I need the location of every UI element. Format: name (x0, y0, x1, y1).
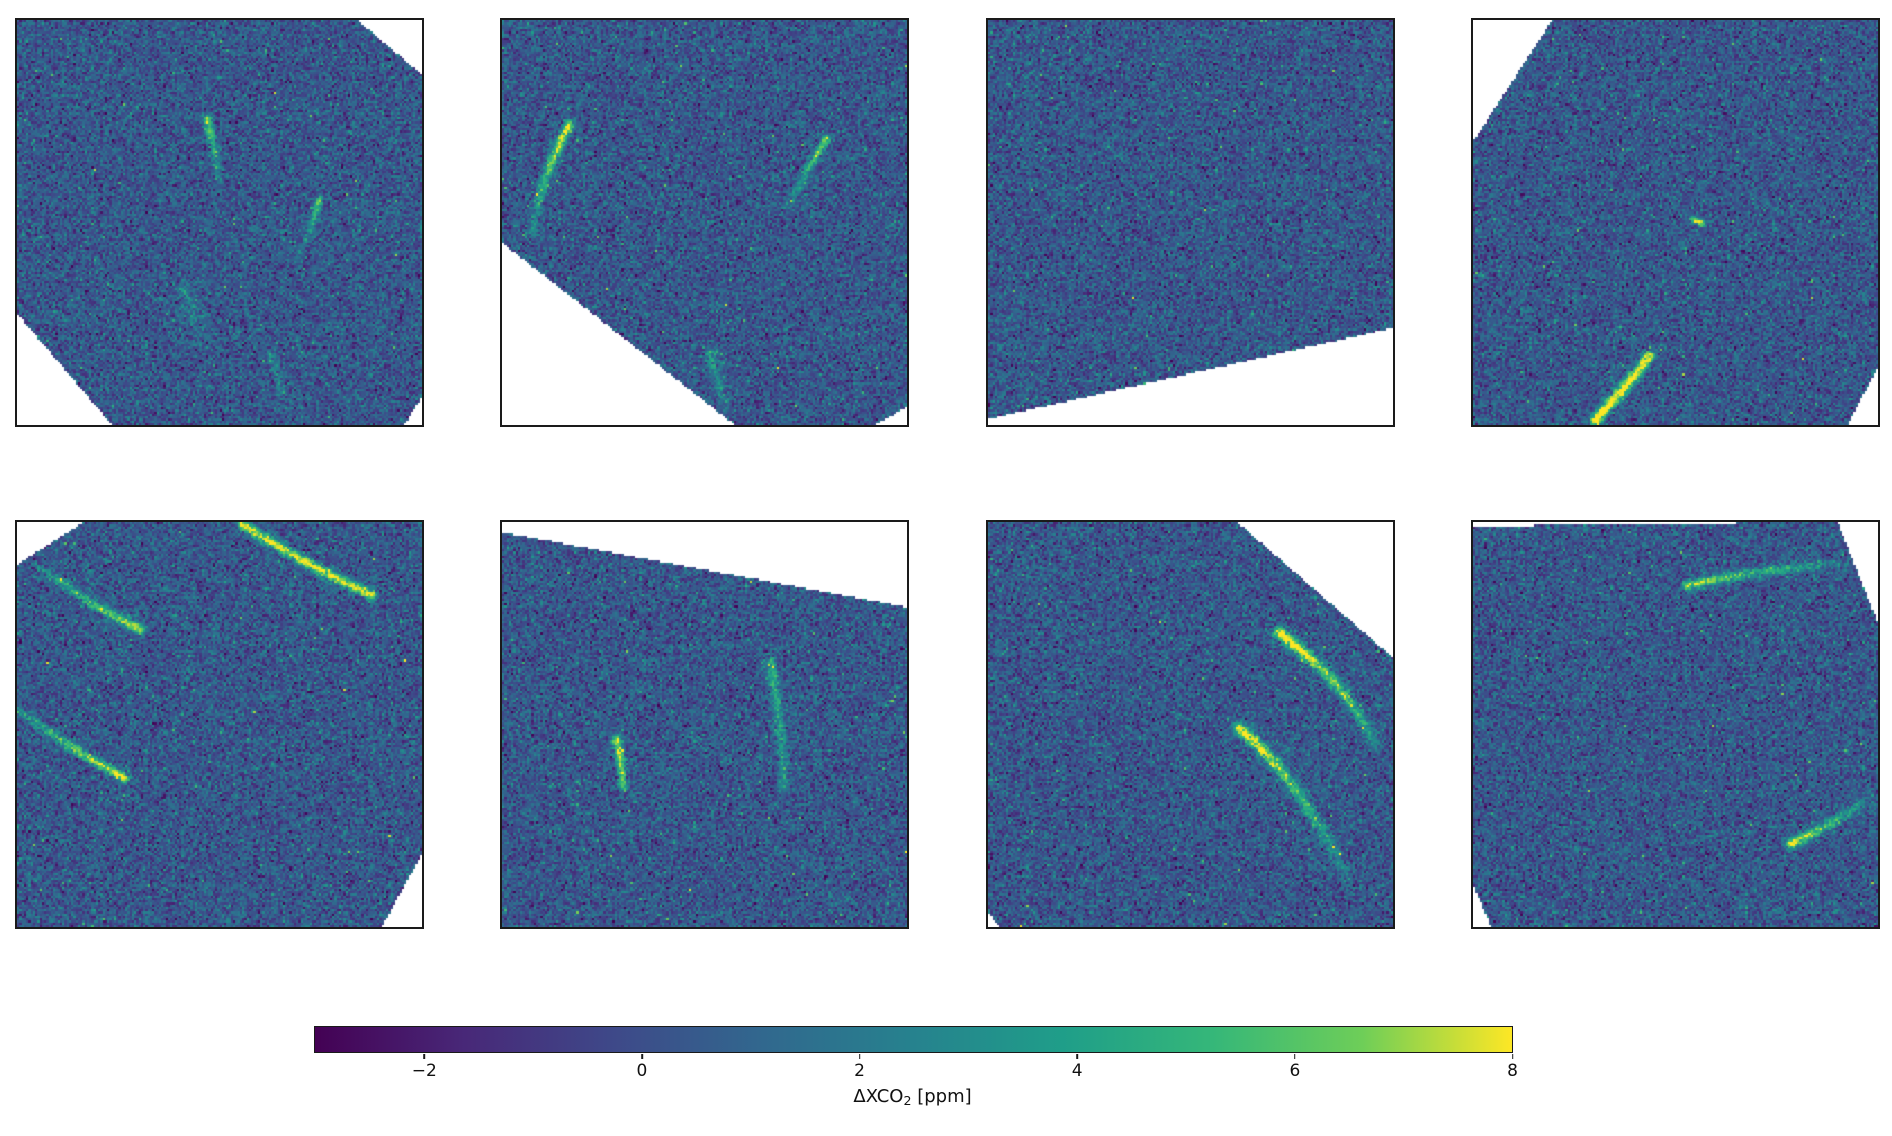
scene-canvas-4 (1473, 20, 1878, 425)
colorbar-label-subscript: 2 (903, 1093, 912, 1109)
scene-canvas-1 (17, 20, 422, 425)
colorbar-tick-mark (1511, 1054, 1514, 1059)
colorbar-tick-label: −2 (411, 1061, 437, 1081)
colorbar-tick-label: 4 (1071, 1061, 1083, 1081)
scene-canvas-2 (502, 20, 907, 425)
colorbar-label-prefix: ΔXCO (853, 1086, 904, 1107)
scene-canvas-5 (17, 522, 422, 927)
scene-canvas-6 (502, 522, 907, 927)
colorbar-tick-mark (423, 1054, 426, 1059)
scene-panel-3 (986, 18, 1395, 427)
scene-panel-6 (500, 520, 909, 929)
scene-panel-1 (15, 18, 424, 427)
scene-panel-5 (15, 520, 424, 929)
scene-panel-4 (1471, 18, 1880, 427)
colorbar: −2 0 2 4 6 8 ΔXCO2 [ppm] (314, 1026, 1518, 1136)
scene-panel-2 (500, 18, 909, 427)
colorbar-tick-label: 6 (1289, 1061, 1301, 1081)
scene-panel-8 (1471, 520, 1880, 929)
colorbar-tick-mark (1294, 1054, 1296, 1059)
colorbar-tick-label: 0 (636, 1061, 648, 1081)
colorbar-tick-mark (1076, 1054, 1079, 1059)
colorbar-tick-mark (641, 1054, 643, 1059)
colorbar-tick-label: 8 (1507, 1061, 1518, 1081)
scene-panel-7 (986, 520, 1395, 929)
colorbar-gradient (314, 1026, 1513, 1053)
colorbar-tick-mark (858, 1054, 861, 1059)
colorbar-axis-label: ΔXCO2 [ppm] (314, 1086, 1511, 1108)
colorbar-tick-label: 2 (854, 1061, 865, 1081)
scene-canvas-3 (988, 20, 1393, 425)
scene-canvas-8 (1473, 522, 1878, 927)
scene-canvas-7 (988, 522, 1393, 927)
colorbar-label-suffix: [ppm] (911, 1086, 972, 1107)
